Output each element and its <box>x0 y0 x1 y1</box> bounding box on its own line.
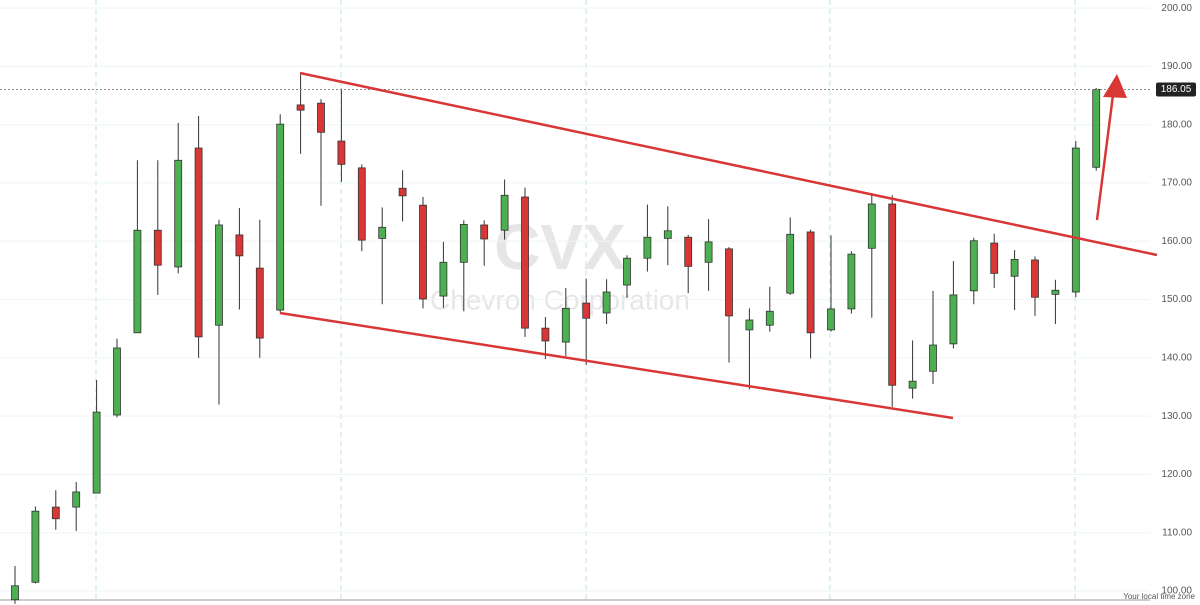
candle-body <box>276 123 285 311</box>
candle-body <box>786 233 795 294</box>
candle-body <box>806 231 815 334</box>
y-tick-label: 170.00 <box>1161 178 1192 189</box>
candle-body <box>113 347 121 416</box>
candle-body <box>969 240 978 292</box>
candle-body <box>725 248 733 317</box>
last-price-box <box>1156 82 1196 97</box>
candle-body <box>990 242 999 274</box>
watermark-symbol: CVX <box>494 211 626 283</box>
candle-body <box>255 267 264 339</box>
channel-lower <box>279 311 954 420</box>
candle-body <box>296 104 305 111</box>
candle-body <box>684 236 693 267</box>
candle-body <box>51 506 60 520</box>
candle-body <box>235 234 244 257</box>
candle-body <box>11 585 19 601</box>
candle-body <box>480 224 489 240</box>
y-tick-label: 120.00 <box>1161 469 1192 480</box>
y-tick-label: 110.00 <box>1162 527 1192 538</box>
candle-body <box>623 257 631 286</box>
candle-body <box>582 302 591 319</box>
candle-body <box>357 167 366 241</box>
candle-body <box>745 319 754 331</box>
y-tick-label: 100.00 <box>1161 586 1192 597</box>
candle-body <box>378 226 387 239</box>
candle-body <box>317 102 325 133</box>
candle-body <box>419 204 427 300</box>
y-tick-label: 180.00 <box>1161 119 1192 130</box>
candle-body <box>643 236 652 259</box>
candle-body <box>521 196 529 329</box>
candle-body <box>561 307 570 343</box>
candle-body <box>765 310 774 326</box>
candle-body <box>153 229 162 266</box>
candle-body <box>72 491 81 508</box>
y-tick-label: 130.00 <box>1161 411 1192 422</box>
candle-body <box>215 224 223 326</box>
y-tick-label: 140.00 <box>1161 353 1192 364</box>
candle-body <box>867 203 876 249</box>
candle-body <box>888 203 897 386</box>
candle-body <box>194 147 203 338</box>
candle-body <box>827 308 835 331</box>
last-price-label: 186.05 <box>1161 84 1192 95</box>
candle-body <box>439 261 448 297</box>
candle-body <box>1031 259 1039 298</box>
candle-body <box>337 140 346 165</box>
candle-body <box>949 294 958 345</box>
candle-body <box>1010 258 1019 277</box>
candle-body <box>908 380 917 389</box>
arrow-shaft <box>1095 94 1115 221</box>
arrow-head <box>1103 74 1127 98</box>
candle-body <box>847 253 856 310</box>
footer-note: Your local time zone <box>1123 592 1195 601</box>
candle-body <box>929 344 937 372</box>
y-tick-label: 150.00 <box>1161 294 1192 305</box>
y-tick-label: 200.00 <box>1161 3 1192 14</box>
candle-body <box>459 223 468 263</box>
candle-body <box>1092 89 1101 168</box>
channel-upper <box>299 71 1158 257</box>
candle-body <box>704 241 713 263</box>
y-tick-label: 190.00 <box>1161 61 1192 72</box>
candle-body <box>92 411 101 494</box>
candle-body <box>541 327 550 342</box>
candle-body <box>1071 147 1080 293</box>
candle-body <box>1051 289 1060 295</box>
candle-body <box>602 291 611 314</box>
annotations <box>279 71 1158 420</box>
candle-body <box>174 159 183 268</box>
candle-body <box>500 194 509 231</box>
y-tick-label: 160.00 <box>1161 236 1192 247</box>
candle-body <box>31 510 40 583</box>
candle-body <box>133 229 142 334</box>
candle-body <box>398 187 407 197</box>
plot: 100.00 110.00 120.00 130.00 140.00 150.00 160.… <box>0 3 1192 604</box>
candle-body <box>663 230 672 239</box>
